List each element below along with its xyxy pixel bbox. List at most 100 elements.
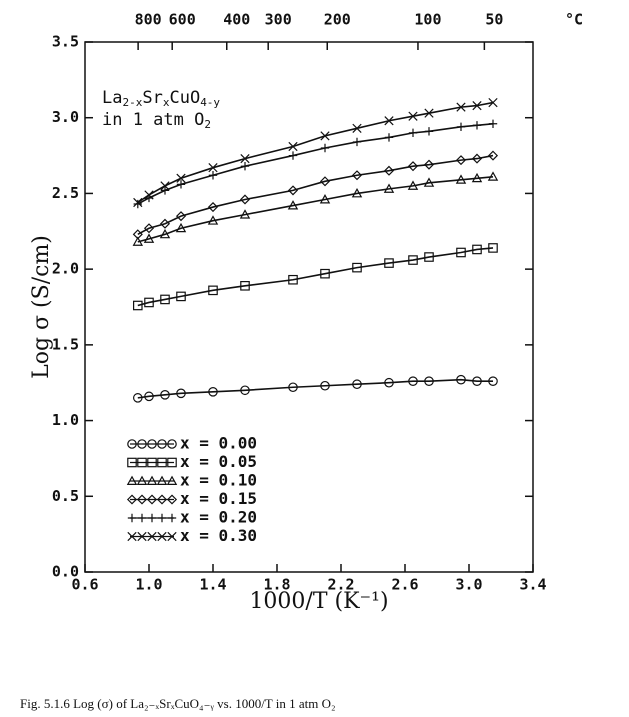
legend-marker [137, 513, 147, 523]
marker [144, 297, 154, 308]
x-tick-label: 1.4 [199, 576, 226, 594]
marker [472, 100, 482, 111]
marker [133, 393, 143, 403]
title-subscript: x [163, 96, 170, 109]
marker [384, 377, 394, 388]
marker [352, 137, 362, 147]
marker [351, 187, 363, 198]
marker [456, 102, 466, 112]
marker [471, 172, 483, 183]
marker [487, 171, 499, 181]
legend-marker [167, 457, 177, 468]
y-tick-label: 3.5 [52, 33, 79, 51]
series-line [137, 175, 494, 243]
marker [133, 197, 143, 208]
legend-label: x = 0.20 [180, 508, 257, 527]
x-tick-label: 3.0 [455, 576, 482, 594]
marker [175, 211, 187, 222]
y-axis-label: Log σ (S/cm) [29, 235, 54, 379]
legend-marker [136, 475, 148, 485]
series-line [137, 247, 494, 307]
marker [456, 122, 466, 131]
legend-marker [137, 439, 147, 449]
marker [455, 174, 467, 184]
legend-marker [166, 494, 178, 505]
legend-marker [137, 457, 147, 468]
marker [207, 215, 219, 225]
marker [288, 151, 298, 160]
marker [175, 222, 187, 233]
marker [408, 255, 418, 265]
marker [176, 173, 186, 183]
marker [208, 386, 218, 397]
marker [424, 108, 434, 118]
legend-marker [146, 475, 158, 485]
marker [144, 391, 154, 402]
chart-title: La2-xSrxCuO4-y [102, 88, 220, 109]
x-tick-label: 2.2 [327, 576, 354, 594]
legend-marker [126, 475, 138, 485]
legend-marker [147, 513, 157, 523]
legend-label: x = 0.00 [180, 434, 257, 453]
marker [288, 382, 298, 393]
x2-tick-label: 600 [169, 11, 196, 29]
x2-tick-label: 300 [265, 11, 292, 29]
marker [408, 376, 418, 386]
y-tick-label: 0.5 [52, 487, 79, 505]
x-axis-label: 1000/T (K⁻¹) [249, 589, 388, 614]
x2-tick-label: 50 [485, 11, 503, 29]
marker [488, 376, 498, 386]
marker [287, 185, 299, 196]
marker [288, 141, 298, 152]
y-tick-label: 1.0 [52, 411, 79, 429]
x-tick-label: 1.0 [135, 576, 162, 594]
x-tick-label: 3.4 [519, 576, 546, 594]
marker [319, 176, 331, 187]
legend-marker [137, 531, 147, 542]
marker [352, 262, 362, 273]
marker [288, 274, 298, 285]
legend-label: x = 0.30 [180, 526, 257, 545]
x-tick-label: 2.6 [391, 576, 418, 594]
marker [384, 116, 394, 126]
legend-marker [157, 457, 167, 468]
marker [423, 177, 435, 187]
marker [320, 131, 330, 141]
marker [133, 300, 143, 311]
marker [408, 111, 418, 121]
x2-tick-label: 200 [324, 11, 351, 29]
marker [143, 233, 155, 243]
marker [383, 165, 395, 176]
marker [207, 202, 219, 213]
marker [143, 223, 155, 234]
marker [488, 243, 498, 253]
title-subscript: 2-x [122, 96, 142, 109]
legend-marker [147, 457, 157, 468]
y-tick-label: 2.5 [52, 184, 79, 202]
title-subscript: 4-y [200, 96, 220, 109]
legend-marker [127, 439, 137, 449]
marker [424, 376, 434, 386]
caption: Fig. 5.1.6 Log (σ) of La₂₋ₓSrₓCuO₄₋ᵧ vs.… [20, 696, 336, 712]
marker [487, 150, 499, 161]
marker [407, 161, 419, 172]
marker [424, 127, 434, 136]
marker [240, 281, 250, 291]
marker [239, 194, 251, 205]
marker [488, 119, 498, 128]
marker [240, 153, 250, 164]
marker [132, 236, 144, 246]
marker [423, 159, 435, 170]
marker [159, 228, 171, 239]
marker [456, 247, 466, 258]
marker [160, 390, 170, 400]
marker [384, 258, 394, 268]
marker [351, 170, 363, 181]
x2-unit: °C [565, 11, 583, 29]
legend-marker [167, 513, 177, 523]
legend-marker [167, 439, 177, 449]
legend-marker [146, 494, 158, 505]
title-part: Sr [142, 88, 162, 108]
marker [240, 385, 250, 396]
marker [383, 183, 395, 193]
